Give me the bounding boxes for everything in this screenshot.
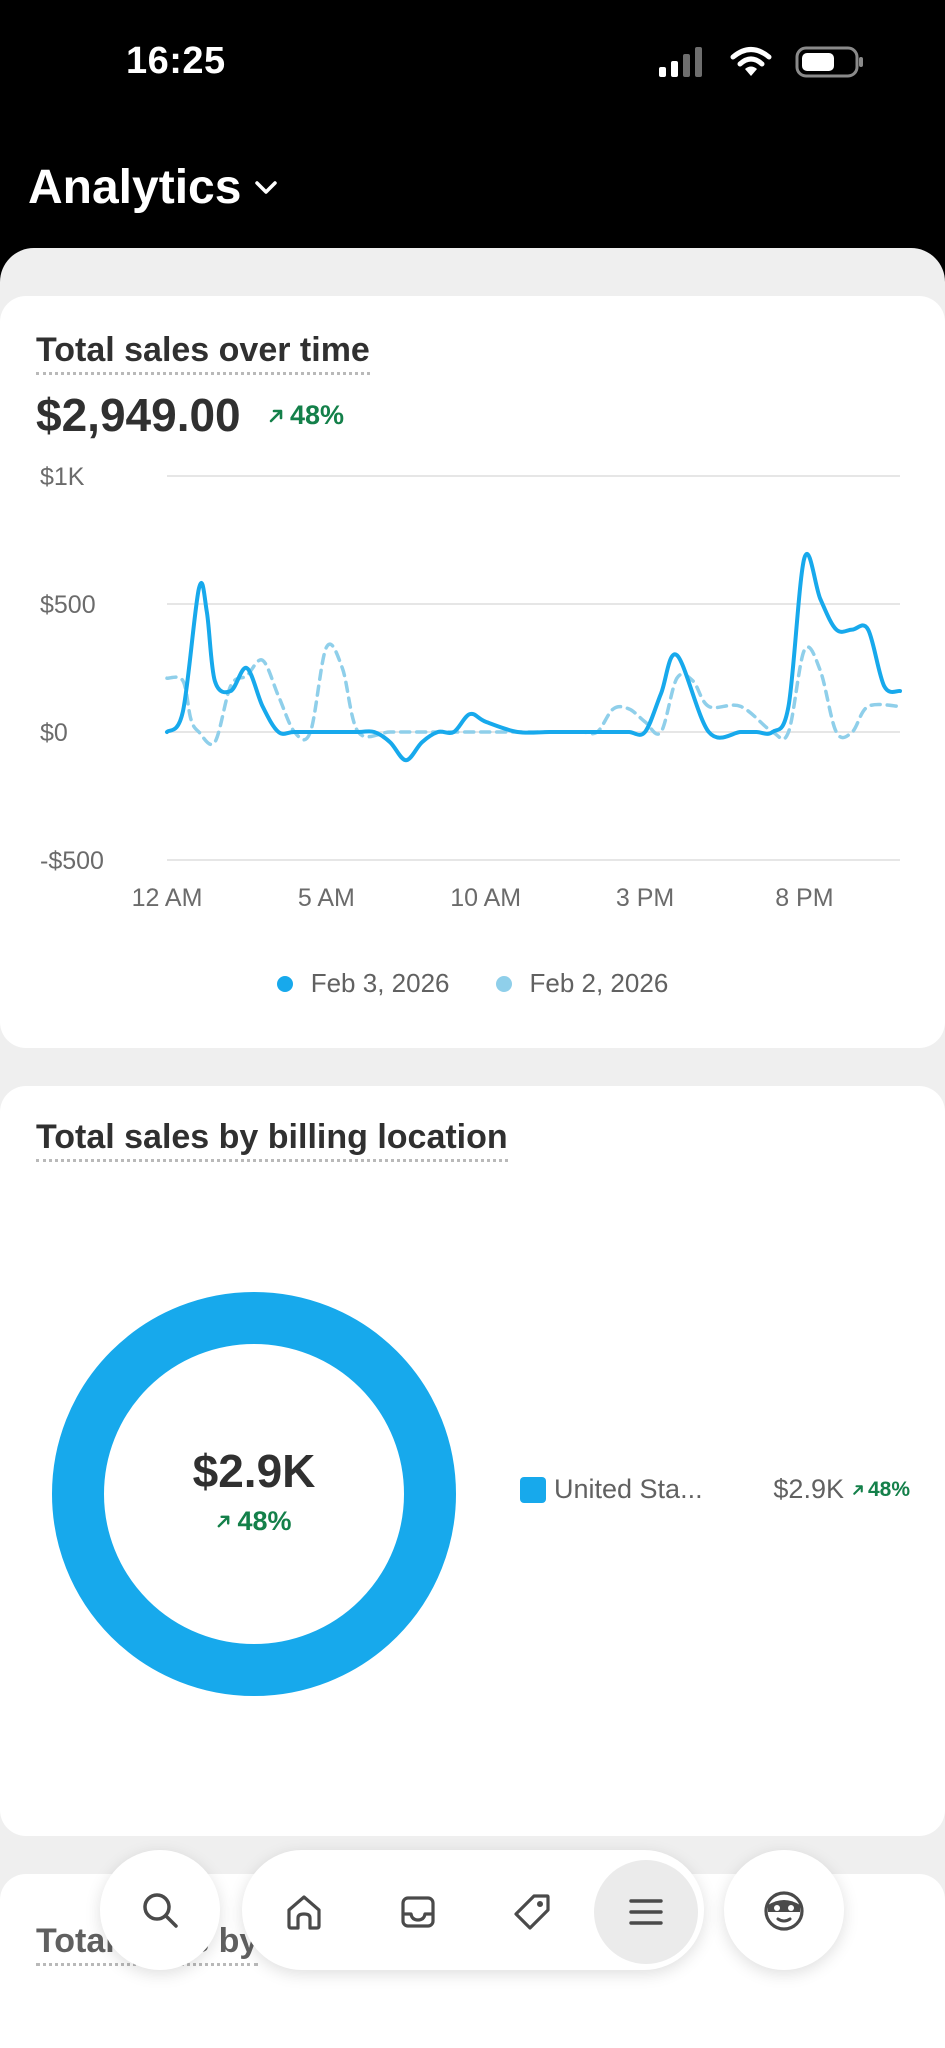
wifi-icon bbox=[730, 47, 772, 76]
search-button[interactable] bbox=[100, 1850, 220, 1970]
sales-total-value: $2,949.00 bbox=[36, 389, 241, 441]
x-tick-label: 3 PM bbox=[616, 884, 674, 912]
sales-delta-value: 48% bbox=[290, 400, 345, 430]
page-title: Analytics bbox=[28, 161, 242, 214]
bottom-nav bbox=[0, 1848, 945, 1978]
y-tick-label: -$500 bbox=[40, 847, 104, 875]
donut-delta: 48% bbox=[216, 1505, 292, 1537]
content-sheet: Total sales over time $2,949.00 48% $1K $… bbox=[0, 248, 945, 2048]
y-tick-label: $1K bbox=[40, 463, 85, 491]
donut-center: $2.9K 48% bbox=[52, 1292, 456, 1696]
location-row[interactable]: United Sta... $2.9K 48% bbox=[520, 1474, 910, 1505]
donut-svg bbox=[52, 1292, 456, 1696]
donut-delta-value: 48% bbox=[237, 1505, 292, 1536]
x-tick-label: 10 AM bbox=[450, 884, 521, 912]
chart-legend: Feb 3, 2026 Feb 2, 2026 bbox=[0, 968, 945, 999]
y-tick-label: $0 bbox=[40, 719, 68, 747]
sales-over-time-card[interactable]: Total sales over time $2,949.00 48% $1K $… bbox=[0, 296, 945, 1048]
legend-dot bbox=[495, 975, 512, 992]
legend-label: Feb 2, 2026 bbox=[529, 968, 669, 998]
legend-label: Feb 3, 2026 bbox=[310, 968, 450, 998]
status-bar: 16:25 bbox=[0, 0, 945, 130]
tag-icon bbox=[514, 1894, 550, 1930]
location-swatch bbox=[520, 1476, 546, 1503]
arrow-up-right-icon bbox=[218, 1515, 230, 1527]
location-delta-value: 48% bbox=[867, 1477, 910, 1501]
legend-item-feb2[interactable]: Feb 2, 2026 bbox=[495, 968, 669, 999]
donut-chart[interactable]: $2.9K 48% bbox=[52, 1292, 456, 1696]
sales-delta: 48% bbox=[268, 400, 344, 431]
status-time: 16:25 bbox=[126, 40, 226, 82]
donut-slice-united-states[interactable] bbox=[52, 1292, 456, 1696]
inbox-button[interactable] bbox=[366, 1860, 470, 1964]
arrow-up-right-icon bbox=[853, 1484, 863, 1495]
battery-icon bbox=[795, 46, 863, 78]
sales-by-location-title[interactable]: Total sales by billing location bbox=[36, 1118, 508, 1163]
x-tick-label: 12 AM bbox=[132, 884, 203, 912]
status-icons bbox=[657, 46, 865, 78]
series-line-feb-3[interactable] bbox=[165, 552, 902, 763]
home-icon bbox=[287, 1895, 321, 1930]
avatar-icon bbox=[764, 1891, 804, 1931]
arrow-up-right-icon bbox=[269, 409, 283, 422]
donut-total-value: $2.9K bbox=[192, 1444, 316, 1497]
sales-line-chart[interactable]: $1K $500 $0 -$500 12 AM 5 AM 10 AM 3 PM 8 PM bbox=[0, 296, 945, 976]
location-delta: 48% bbox=[852, 1478, 910, 1502]
sales-by-location-card[interactable]: Total sales by billing location $2.9K 48… bbox=[0, 1086, 945, 1836]
header: Analytics bbox=[0, 150, 945, 240]
legend-dot bbox=[276, 975, 293, 992]
products-button[interactable] bbox=[480, 1860, 584, 1964]
y-tick-label: $500 bbox=[40, 591, 96, 619]
nav-pill bbox=[242, 1850, 704, 1970]
x-tick-label: 8 PM bbox=[775, 884, 833, 912]
menu-button[interactable] bbox=[594, 1860, 698, 1964]
menu-icon bbox=[629, 1899, 663, 1925]
signal-icon bbox=[659, 47, 702, 77]
chevron-down-icon bbox=[255, 180, 278, 194]
home-button[interactable] bbox=[252, 1860, 356, 1964]
search-icon bbox=[143, 1893, 178, 1928]
legend-item-feb3[interactable]: Feb 3, 2026 bbox=[276, 968, 450, 999]
account-button[interactable] bbox=[724, 1850, 844, 1970]
analytics-title-dropdown[interactable]: Analytics bbox=[28, 160, 279, 215]
location-value: $2.9K bbox=[773, 1474, 844, 1504]
x-tick-label: 5 AM bbox=[298, 884, 355, 912]
sales-over-time-title[interactable]: Total sales over time bbox=[36, 331, 370, 376]
location-name: United Sta... bbox=[554, 1474, 703, 1504]
inbox-icon bbox=[401, 1896, 435, 1928]
